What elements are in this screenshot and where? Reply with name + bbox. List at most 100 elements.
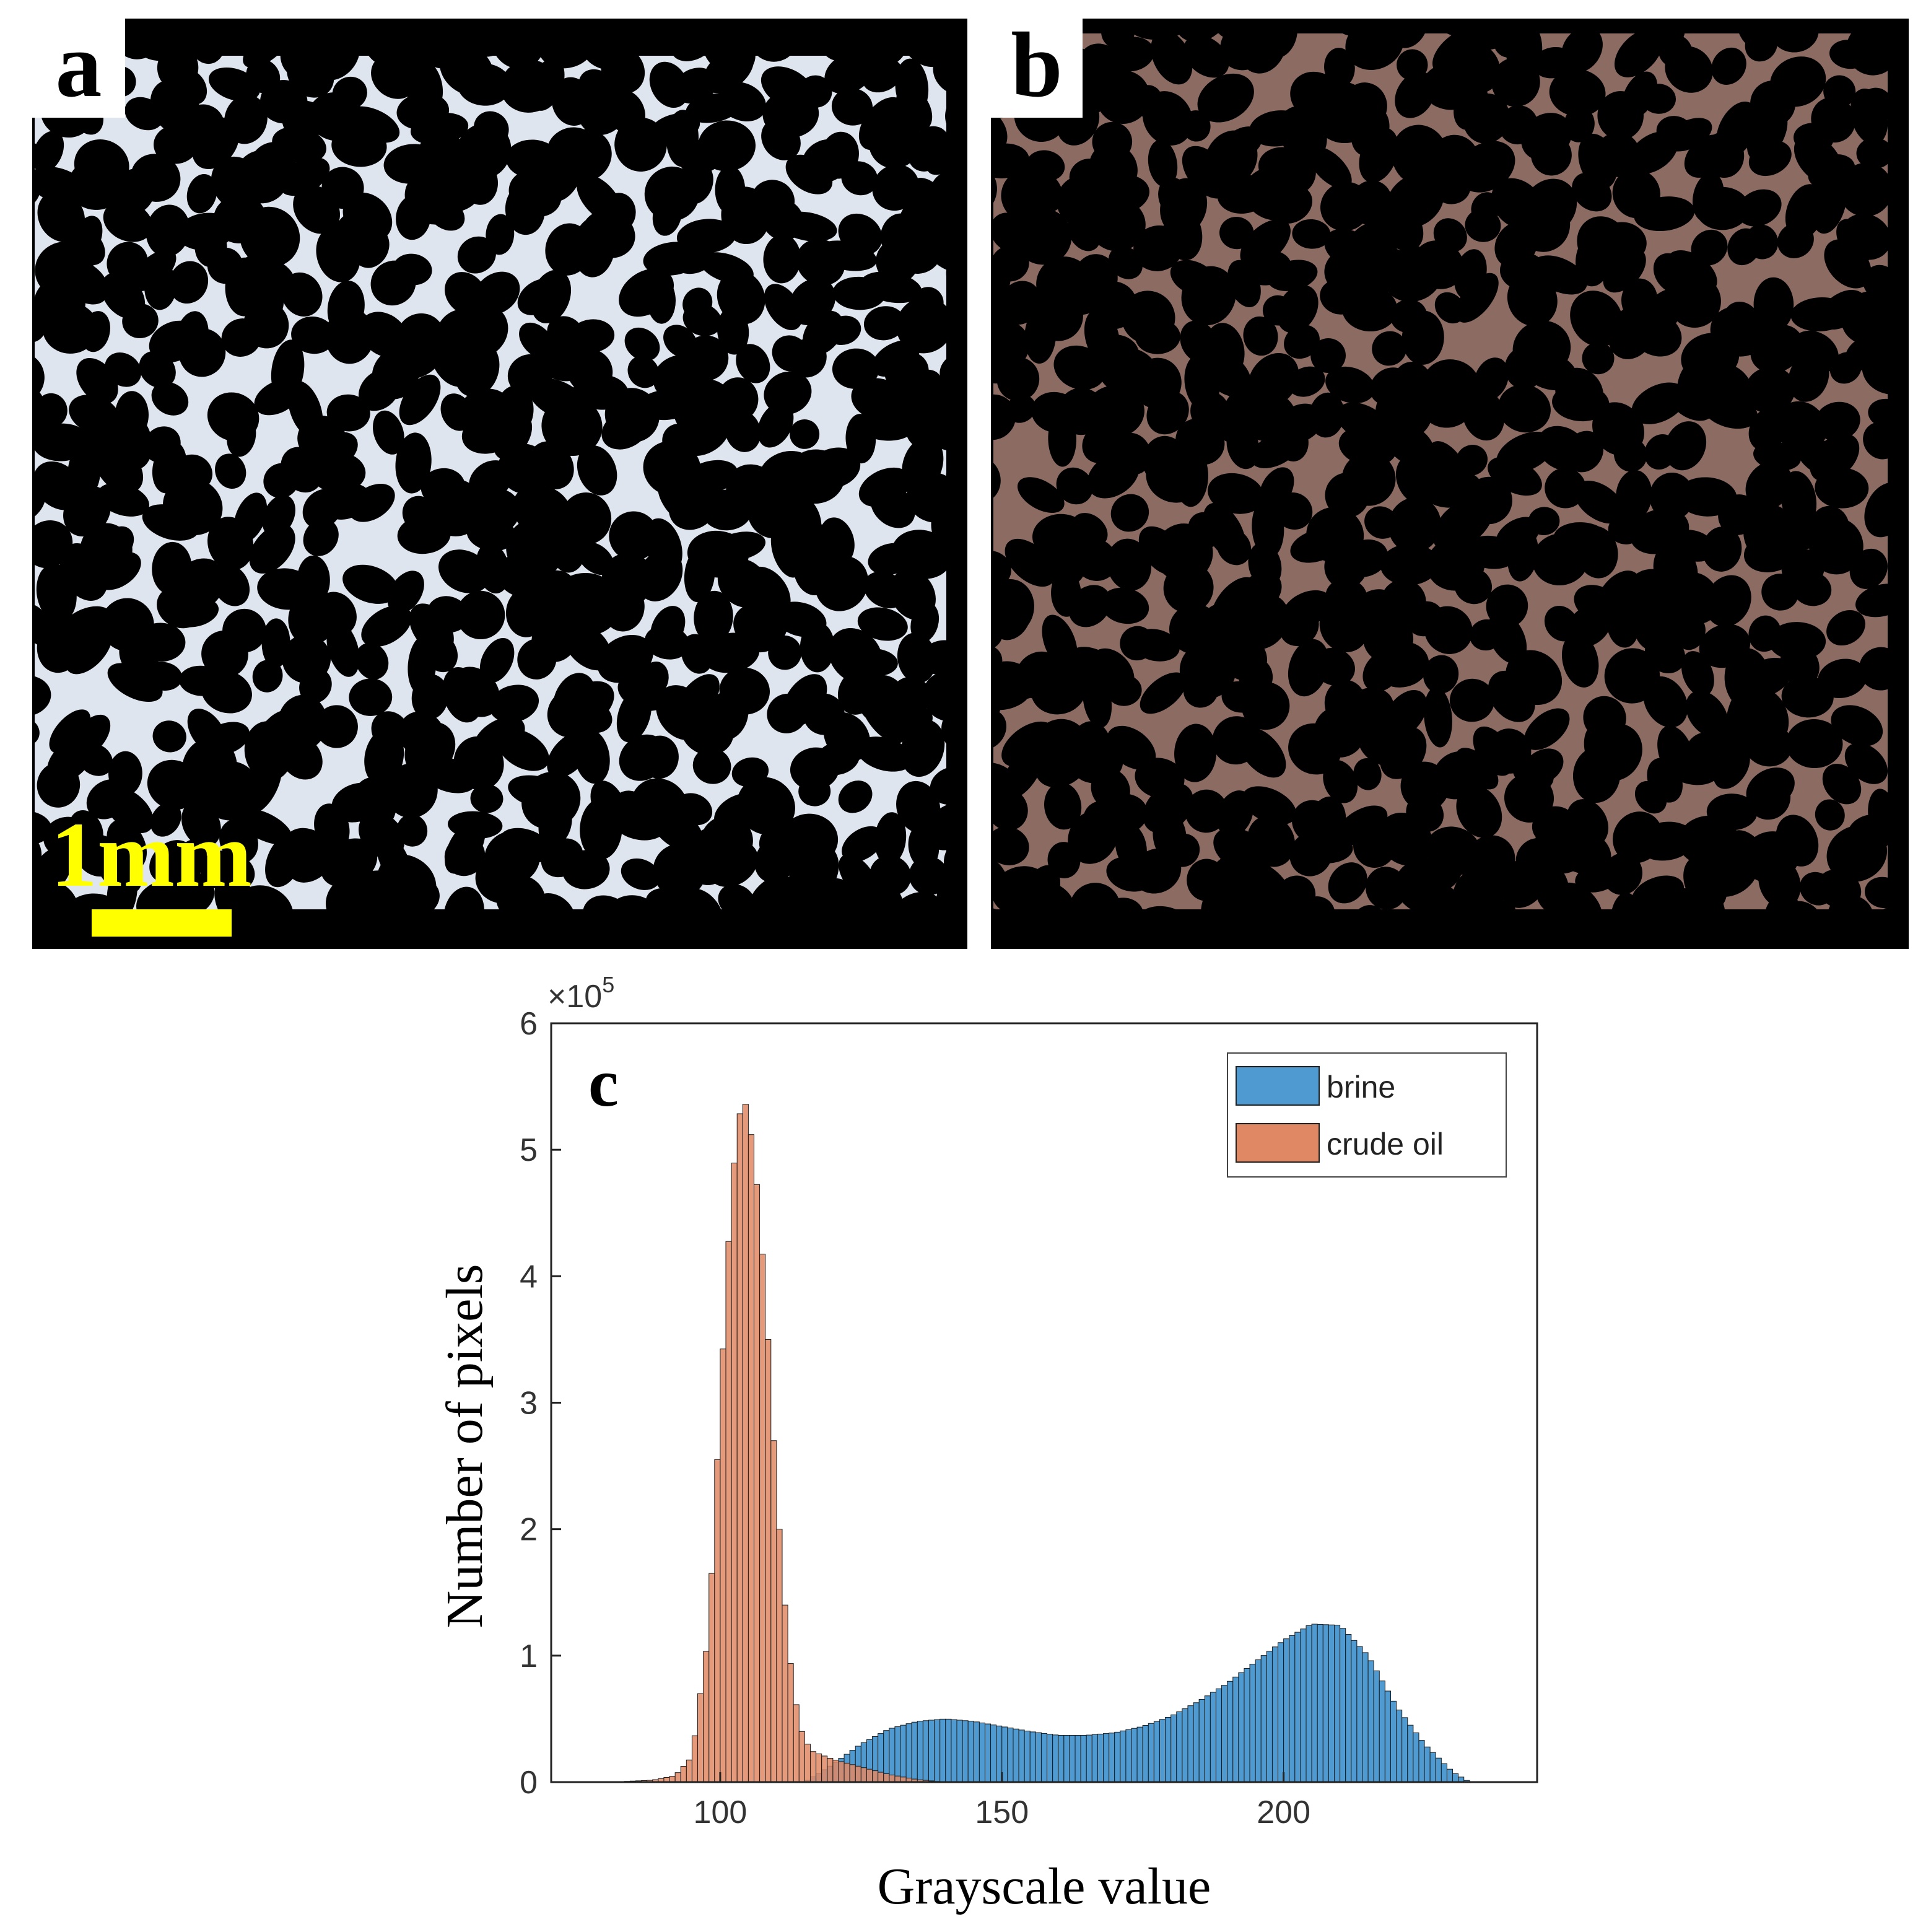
histogram-bar (765, 1339, 772, 1783)
histogram-bar (1007, 1728, 1014, 1783)
y-axis-title: Number of pixels (436, 1264, 494, 1628)
histogram-bar (1165, 1716, 1172, 1783)
y-tick-label: 3 (520, 1386, 538, 1422)
histogram-bar (1407, 1724, 1414, 1783)
histogram-bar (1114, 1731, 1121, 1783)
legend-label-crude-oil: crude oil (1327, 1127, 1444, 1161)
histogram-bar (1029, 1731, 1036, 1783)
histogram-bar (894, 1726, 901, 1783)
histogram-bar (1091, 1734, 1098, 1783)
scale-bar-label: 1mm (51, 803, 252, 906)
histogram-bar (855, 1765, 861, 1783)
histogram-bar (1362, 1652, 1369, 1783)
histogram-bar (1289, 1635, 1296, 1783)
y-tick-label: 4 (520, 1259, 538, 1295)
histogram-bar (900, 1724, 907, 1783)
histogram-bar (1340, 1628, 1346, 1783)
histogram-bar (1283, 1638, 1290, 1783)
histogram-bar (866, 1768, 873, 1783)
histogram-bar (1204, 1695, 1211, 1783)
histogram-bar (770, 1440, 777, 1783)
histogram-bar (748, 1134, 755, 1783)
histogram-bar (1413, 1732, 1419, 1783)
histogram-bar (1384, 1690, 1391, 1783)
histogram-bar (787, 1663, 794, 1783)
histogram-bar (939, 1718, 946, 1783)
histogram-bar (849, 1764, 856, 1783)
histogram-bar (1446, 1768, 1454, 1783)
histogram-bar (917, 1721, 923, 1783)
histogram-bar (691, 1735, 699, 1783)
histogram-bar (1424, 1746, 1431, 1783)
histogram-bar (1334, 1625, 1341, 1783)
histogram-bar (804, 1744, 811, 1783)
histogram-bar (731, 1163, 738, 1783)
histogram-bar (1125, 1729, 1132, 1783)
histogram-bar (1159, 1719, 1166, 1783)
histogram-bar (1238, 1672, 1245, 1783)
histogram-bar (1278, 1642, 1284, 1783)
y-tick-label: 1 (520, 1638, 538, 1674)
histogram-bar (905, 1723, 912, 1783)
histogram-bar (1142, 1725, 1149, 1783)
histogram-bar (1069, 1734, 1076, 1783)
histogram-bar (1328, 1624, 1335, 1783)
histogram-bar (1351, 1640, 1358, 1783)
legend-swatch-brine (1236, 1066, 1320, 1106)
histogram-bar (782, 1604, 788, 1783)
histogram-bar (686, 1759, 692, 1783)
histogram-bar (872, 1770, 879, 1783)
histogram-bar (1266, 1651, 1273, 1783)
histogram-bar (680, 1765, 687, 1783)
histogram-bar (860, 1767, 867, 1783)
histogram-bar (1052, 1734, 1059, 1783)
histogram-bar (754, 1184, 761, 1783)
histogram-bar (1187, 1705, 1194, 1783)
panel-label-c: c (588, 1045, 619, 1121)
x-tick-label: 100 (694, 1794, 748, 1830)
histogram-bar (1356, 1646, 1363, 1783)
histogram-bar (1131, 1728, 1138, 1783)
histogram-bar (934, 1719, 941, 1783)
histogram-bar (1040, 1733, 1048, 1783)
histogram-bar (1086, 1734, 1092, 1783)
histogram-bar (1103, 1733, 1110, 1783)
histogram-bar (889, 1775, 896, 1783)
histogram-bar (1317, 1624, 1323, 1783)
y-tick-label: 2 (520, 1512, 538, 1548)
histogram-bar (1075, 1734, 1081, 1783)
histogram-bar (720, 1348, 726, 1783)
histogram-bar (798, 1731, 805, 1783)
histogram-bar (1035, 1732, 1042, 1783)
histogram-bar (1435, 1757, 1442, 1783)
histogram-bar (1390, 1700, 1397, 1783)
histogram-bar (714, 1459, 721, 1783)
histogram-bar (1367, 1660, 1374, 1783)
histogram-bar (1255, 1659, 1262, 1783)
histogram-bar (1345, 1634, 1352, 1783)
histogram-bar (697, 1693, 704, 1783)
histogram-bar (1306, 1625, 1312, 1783)
histogram-bar (1193, 1702, 1200, 1783)
scale-bar (92, 909, 232, 937)
histogram-bar (878, 1772, 884, 1783)
legend: brine crude oil (1227, 1052, 1507, 1178)
y-tick-label: 0 (520, 1765, 538, 1801)
histogram-bar (1176, 1711, 1183, 1783)
histogram-bar (1396, 1710, 1403, 1783)
legend-label-brine: brine (1327, 1070, 1395, 1104)
histogram-bar (1322, 1624, 1329, 1783)
histogram-bar (1080, 1734, 1087, 1783)
y-exponent-label: ×105 (547, 972, 614, 1015)
histogram-bar (1013, 1728, 1019, 1783)
histogram-bar (816, 1753, 822, 1783)
histogram-bar (911, 1721, 918, 1783)
histogram-bar (1047, 1734, 1053, 1783)
histogram-bar (1260, 1655, 1267, 1783)
histogram-bar (967, 1721, 974, 1783)
histogram-bar (827, 1757, 834, 1783)
histogram-bar (1148, 1723, 1154, 1783)
histogram-bar (809, 1751, 817, 1783)
histogram-bar (725, 1241, 732, 1783)
y-tick-label: 6 (520, 1006, 538, 1042)
